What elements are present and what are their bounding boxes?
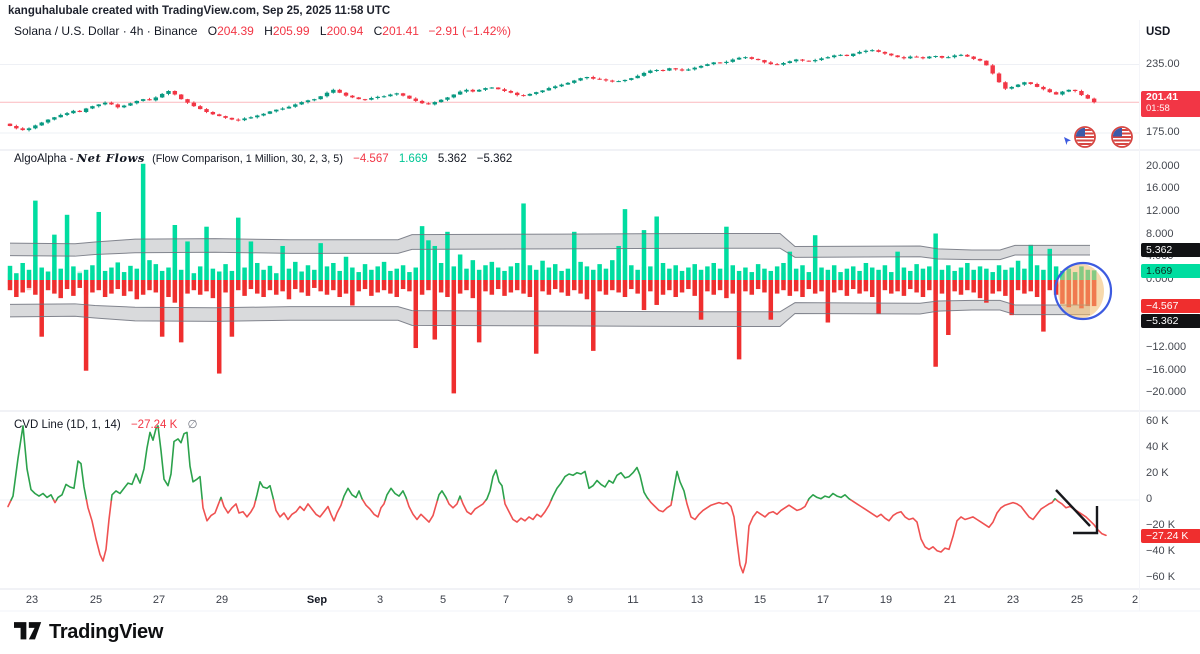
cvd-axis-tick: 60 K [1146, 415, 1169, 427]
cvd-axis-tick: −20 K [1146, 519, 1176, 531]
flows-axis-tick: 8.000 [1146, 227, 1174, 240]
time-axis-label: 5 [439, 594, 447, 606]
tradingview-logo-icon [14, 622, 42, 640]
time-axis-label: 19 [879, 594, 893, 606]
us-flag-icon[interactable] [1111, 126, 1133, 148]
tradingview-logo[interactable]: TradingView [14, 620, 163, 644]
flows-value-4: −5.362 [476, 153, 513, 165]
symbol-title[interactable]: Solana / U.S. Dollar · 4h · Binance [14, 24, 198, 38]
close-value: 201.41 [382, 24, 419, 38]
cvd-axis-tick: 0 [1146, 493, 1153, 505]
flows-indicator-params: (Flow Comparison, 1 Million, 30, 2, 3, 5… [152, 153, 343, 165]
us-flag-icon[interactable] [1074, 126, 1096, 148]
open-label: O [207, 24, 218, 38]
time-axis-label: 3 [376, 594, 384, 606]
flows-axis-tick: 20.000 [1146, 159, 1180, 172]
time-axis-label: 15 [753, 594, 767, 606]
open-value: 204.39 [217, 24, 254, 38]
last-price-badge[interactable]: 201.41 01:58 [1141, 91, 1200, 117]
flows-green-value-badge: 1.669 [1141, 264, 1200, 278]
time-axis-label: 27 [152, 594, 166, 606]
low-label: L [319, 24, 327, 38]
time-axis-label: 21 [943, 594, 957, 606]
flows-indicator-name[interactable]: AlgoAlpha - [14, 153, 77, 165]
time-axis-label: 13 [690, 594, 704, 606]
time-axis-label: 29 [215, 594, 229, 606]
time-axis-label: 25 [89, 594, 103, 606]
flows-axis-tick: 12.000 [1146, 205, 1180, 217]
price-tick-235: 235.00 [1146, 58, 1180, 70]
snapshot-credit: kanguhalubale created with TradingView.c… [8, 5, 391, 17]
time-axis-label: 11 [627, 594, 639, 606]
currency-label: USD [1146, 26, 1171, 38]
cvd-axis-tick: 40 K [1146, 441, 1169, 453]
flows-value-2: 1.669 [398, 153, 428, 165]
cvd-indicator-title-row[interactable]: CVD Line (1D, 1, 14) −27.24 K ∅ [14, 417, 198, 431]
cvd-value-badge: −27.24 K [1141, 528, 1200, 543]
empty-set-icon: ∅ [187, 419, 198, 431]
bar-countdown: 01:58 [1146, 103, 1170, 114]
change-value: −2.91 (−1.42%) [428, 24, 512, 38]
cvd-axis-tick: −40 K [1146, 545, 1176, 557]
time-axis-label: 9 [566, 594, 574, 606]
flows-axis-tick: 16.000 [1146, 182, 1180, 195]
flows-indicator-script-name[interactable]: Net Flows [76, 151, 145, 165]
flows-red-value-badge: −4.567 [1141, 299, 1200, 313]
close-label: C [373, 24, 383, 38]
cvd-axis-tick: 20 K [1146, 467, 1169, 479]
cvd-price-scale[interactable]: 60 K 40 K 20 K 0 −20 K −40 K −60 K [1146, 0, 1200, 654]
time-axis-label: 17 [816, 594, 830, 606]
time-axis-label: Sep [306, 594, 328, 606]
flows-band-lower-badge: −5.362 [1141, 313, 1200, 328]
cvd-indicator-name[interactable]: CVD Line (1D, 1, 14) [14, 419, 121, 431]
price-tick-175: 175.00 [1146, 126, 1180, 138]
high-label: H [264, 24, 273, 38]
flows-axis-tick: −20.000 [1146, 386, 1187, 399]
flows-axis-tick: −12.000 [1146, 341, 1187, 353]
time-axis-label: 25 [1070, 594, 1084, 606]
time-axis[interactable]: 23 25 27 29 Sep 3 5 7 9 11 13 15 17 19 21 23 25 2 [0, 594, 1140, 610]
cvd-axis-tick: −60 K [1146, 571, 1176, 583]
low-value: 200.94 [326, 24, 364, 38]
flows-indicator-title-row[interactable]: AlgoAlpha - Net Flows (Flow Comparison, … [14, 151, 512, 165]
tradingview-logo-text: TradingView [49, 620, 164, 643]
time-axis-label: 2 [1131, 594, 1139, 606]
time-axis-label: 23 [25, 594, 39, 606]
flows-band-upper-badge: 5.362 [1141, 243, 1200, 257]
last-price-value: 201.41 [1146, 91, 1179, 103]
symbol-row[interactable]: Solana / U.S. Dollar · 4h · Binance O204… [14, 24, 511, 38]
high-value: 205.99 [272, 24, 310, 38]
flows-value-3: 5.362 [437, 153, 467, 165]
flows-value-1: −4.567 [353, 153, 389, 165]
time-axis-label: 23 [1006, 594, 1020, 606]
flows-axis-tick: −16.000 [1146, 363, 1187, 376]
time-axis-label: 7 [502, 594, 510, 606]
blue-cursor-icon [1064, 137, 1071, 145]
cvd-value: −27.24 K [130, 419, 178, 431]
